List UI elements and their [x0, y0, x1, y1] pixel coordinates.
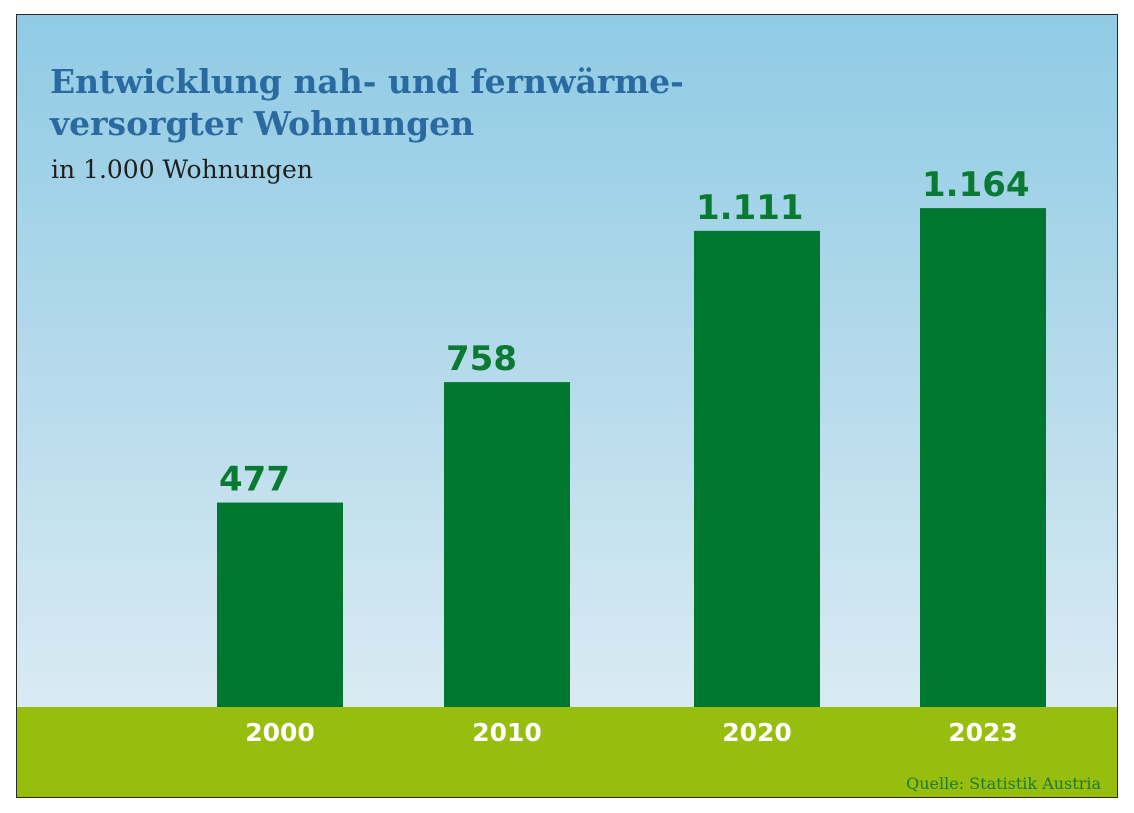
chart-frame: Entwicklung nah- und fernwärme- versorgt… — [16, 14, 1118, 798]
chart-title: Entwicklung nah- und fernwärme- versorgt… — [50, 62, 684, 143]
value-label-2000: 477 — [219, 460, 290, 500]
bar-2023 — [920, 208, 1046, 707]
bar-2010 — [444, 382, 570, 707]
x-tick-label-2010: 2010 — [472, 718, 542, 747]
value-label-2020: 1.111 — [696, 188, 804, 228]
bar-chart: 477 2000 758 2010 1.111 2020 1.164 2023 — [217, 165, 1046, 747]
source-note: Quelle: Statistik Austria — [906, 774, 1101, 793]
chart-subtitle: in 1.000 Wohnungen — [51, 155, 313, 184]
x-tick-label-2020: 2020 — [722, 718, 792, 747]
ground-band — [17, 707, 1117, 797]
x-tick-label-2023: 2023 — [948, 718, 1018, 747]
bar-2020 — [694, 230, 820, 708]
value-label-2010: 758 — [446, 339, 517, 379]
bar-2000 — [217, 502, 343, 707]
x-tick-label-2000: 2000 — [245, 718, 315, 747]
value-label-2023: 1.164 — [922, 165, 1030, 205]
